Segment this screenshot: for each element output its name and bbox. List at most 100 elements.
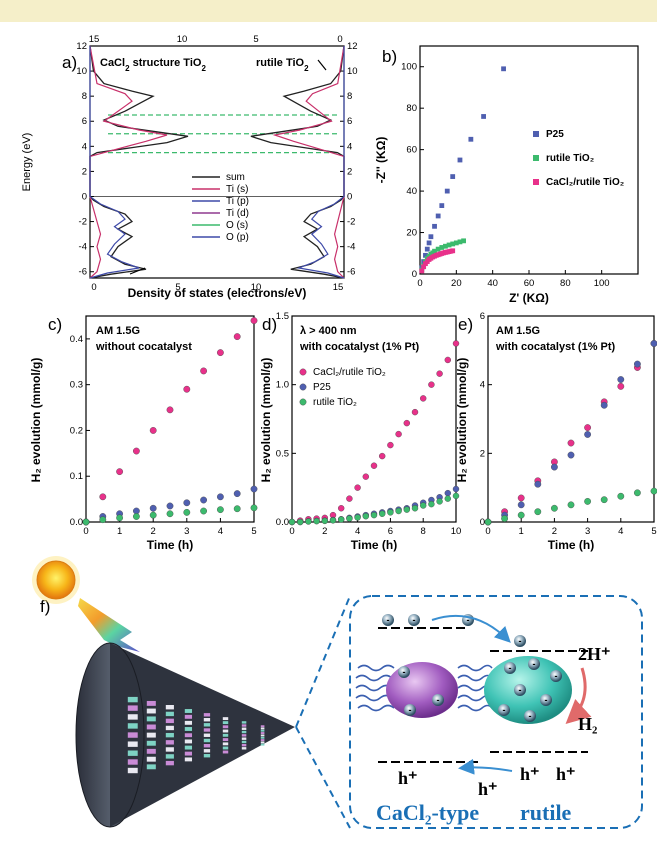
cone-tile <box>203 728 211 732</box>
annotation-arrow <box>129 267 146 275</box>
data-point <box>379 510 386 517</box>
data-point <box>99 493 107 501</box>
y-tick-label: 1.5 <box>276 311 289 322</box>
data-point <box>149 511 157 519</box>
data-point <box>166 502 174 510</box>
hole-transfer-arrow <box>458 758 513 775</box>
y-tick-label: -4 <box>79 242 87 253</box>
cone-tile <box>203 749 211 753</box>
cone-tile <box>241 721 247 724</box>
x-tick-label: 0 <box>83 526 88 537</box>
y-tick-label: 40 <box>406 186 417 197</box>
cone-tile <box>184 727 193 731</box>
data-point <box>149 427 157 434</box>
x-tick-label: 4 <box>618 526 623 537</box>
reactant-label: 2H⁺ <box>578 644 611 664</box>
data-point <box>403 506 410 513</box>
cone-tile <box>241 734 247 737</box>
panel-d-ticks: 0 2 4 6 8 10 0.0 0.5 1.0 1.5 <box>276 311 462 537</box>
light-ray-icon <box>78 598 140 652</box>
data-point <box>600 401 608 409</box>
cacl2-particle <box>386 662 458 718</box>
x-tick-label: 3 <box>585 526 590 537</box>
y-tick-label: 0.5 <box>276 448 289 459</box>
data-point <box>116 514 124 522</box>
panel-d-frame <box>291 315 457 523</box>
top-tick-label: 10 <box>177 34 188 45</box>
x-tick-label: 2 <box>322 526 327 537</box>
legend-marker <box>533 179 539 185</box>
data-point <box>387 509 394 516</box>
legend-label: P25 <box>546 129 564 140</box>
data-point <box>567 439 575 447</box>
data-point <box>444 356 451 364</box>
svg-text:-: - <box>555 671 558 681</box>
data-point <box>370 511 378 519</box>
data-point <box>421 264 427 270</box>
y-tick-label: 80 <box>406 103 417 114</box>
x-tick-label: 100 <box>594 278 610 289</box>
data-point <box>468 136 474 142</box>
data-point <box>435 246 441 252</box>
cone-tile <box>203 754 211 758</box>
cone-tile <box>203 744 211 748</box>
cone-tile <box>146 724 156 730</box>
legend-marker <box>299 383 307 391</box>
svg-text:-: - <box>403 667 406 677</box>
data-point <box>567 451 575 459</box>
cone-tile <box>146 748 156 754</box>
nanocone-icon <box>75 642 295 828</box>
y-tick-label: 20 <box>406 228 417 239</box>
data-point <box>428 500 435 508</box>
cone-tile <box>146 708 156 714</box>
annotation-arrow <box>317 59 327 71</box>
data-point <box>313 517 320 525</box>
y-tick-label-right: 4 <box>347 141 352 152</box>
panel-c-frame <box>85 315 255 523</box>
header-bar <box>0 0 657 22</box>
panel-e: e) 0 1 2 3 4 5 0 2 4 6 AM 1.5G with cocatalyst (1… <box>455 311 657 552</box>
panel-b-points <box>419 66 506 274</box>
data-point <box>444 495 451 502</box>
data-point <box>450 241 456 247</box>
cone-tile <box>260 729 265 732</box>
svg-text:-: - <box>409 705 412 715</box>
data-point <box>551 463 558 471</box>
cone-tile <box>127 705 138 711</box>
cone-tile <box>222 746 229 750</box>
y-tick-label: 0.0 <box>70 517 83 528</box>
y-tick-label-right: -4 <box>347 242 355 253</box>
x-tick-label: 3 <box>184 526 189 537</box>
x-tick-label: 5 <box>651 526 656 537</box>
data-point <box>617 492 625 500</box>
data-point <box>216 349 224 357</box>
panel-e-ylabel: H₂ evolution (mmol/g) <box>455 358 469 483</box>
data-point <box>481 114 486 119</box>
svg-text:-: - <box>509 663 512 673</box>
panel-e-frame <box>487 315 655 523</box>
panel-a-frame <box>89 45 345 279</box>
y-tick-label: 0.0 <box>276 517 289 528</box>
data-point <box>166 406 174 414</box>
cone-tile <box>127 750 138 756</box>
cone-tile <box>203 723 211 727</box>
cone-tile <box>127 732 138 738</box>
legend-label: O (s) <box>226 220 248 231</box>
data-point <box>423 252 428 258</box>
bottom-tick-label: 5 <box>175 282 180 293</box>
cone-tile <box>241 724 247 727</box>
svg-text:-: - <box>519 685 522 695</box>
y-tick-label: 100 <box>401 62 417 73</box>
y-tick-label: 12 <box>76 41 87 52</box>
panel-b-label: b) <box>382 47 397 66</box>
panel-b-legend: P25 rutile TiO₂ CaCl₂/rutile TiO₂ <box>533 129 624 188</box>
cone-tile <box>241 740 247 744</box>
reduction-arrow <box>565 667 592 725</box>
x-tick-label: 2 <box>552 526 557 537</box>
data-point <box>321 517 328 525</box>
particle-charges: - - - - - - - - - - <box>398 658 562 722</box>
data-point <box>354 484 361 491</box>
cone-tile <box>127 723 138 729</box>
data-point <box>338 516 345 523</box>
svg-text:-: - <box>519 636 522 646</box>
